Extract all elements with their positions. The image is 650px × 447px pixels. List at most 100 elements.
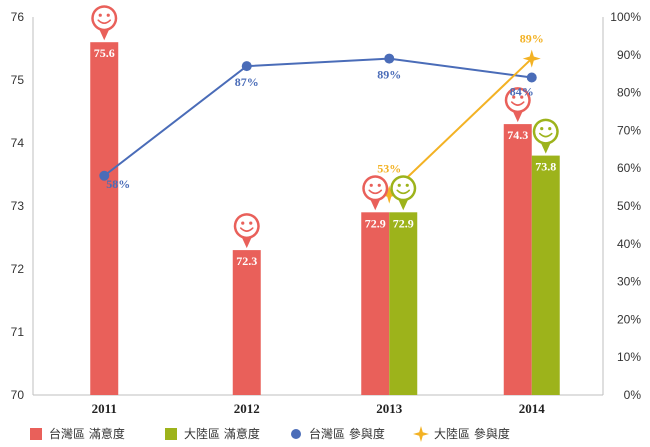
data-point (99, 170, 110, 181)
y2-tick-label: 30% (617, 275, 641, 289)
smiley-inner (535, 121, 557, 143)
smiley-icon (91, 5, 118, 41)
smiley-mouth (97, 19, 112, 24)
smiley-inner (93, 7, 115, 29)
bar (389, 212, 418, 395)
y-tick-label: 73 (11, 199, 25, 213)
data-labels: 75.6 72.3 72.9 72.9 74.3 73.8 58% 87% 89% 84% 53% 8… (91, 5, 559, 268)
smiley-mouth (368, 189, 383, 195)
smiley-pin (241, 237, 252, 249)
legend-dot-icon (291, 429, 301, 439)
bar-value-label: 72.9 (393, 216, 414, 230)
legend-star-icon (413, 426, 429, 442)
smiley-icon (532, 118, 559, 154)
bar-value-label: 72.9 (365, 216, 386, 230)
data-point (384, 53, 395, 64)
data-point (241, 61, 252, 72)
y2-tick-label: 70% (617, 123, 641, 137)
smiley-icon (504, 87, 531, 123)
smiley-pin (398, 199, 409, 211)
legend-item: 大陸區 參與度 (413, 426, 510, 442)
line-value-label: 58% (106, 177, 130, 191)
y2-tick-label: 40% (617, 237, 641, 251)
smiley-inner (236, 215, 258, 237)
data-point (526, 72, 537, 83)
y-tick-label: 71 (11, 325, 25, 339)
smiley-inner (364, 177, 386, 199)
bar-value-label: 72.3 (236, 254, 257, 268)
x-tick-label: 2011 (92, 401, 117, 416)
legend-item: 台灣區 滿意度 (30, 426, 125, 441)
smiley-eye (405, 183, 409, 187)
smiley-eye (520, 95, 524, 99)
bar-value-label: 74.3 (507, 128, 528, 142)
smiley-icon (233, 213, 260, 249)
smiley-icon (362, 175, 389, 211)
line-value-label: 84% (510, 84, 534, 98)
bar (503, 124, 532, 395)
lines (99, 49, 541, 204)
bar-value-label: 73.8 (535, 160, 556, 174)
legend-swatch (165, 428, 177, 440)
y2-tick-label: 0% (624, 388, 642, 402)
smiley-eye (540, 127, 544, 131)
line-series (388, 57, 533, 196)
y2-tick-label: 100% (610, 10, 641, 24)
legend-swatch (30, 428, 42, 440)
bar (531, 155, 560, 395)
y-tick-label: 70 (11, 388, 25, 402)
y-tick-label: 72 (11, 262, 25, 276)
bars (90, 42, 560, 395)
smiley-eye (249, 221, 253, 225)
y2-tick-label: 80% (617, 86, 641, 100)
smiley-mouth (510, 101, 525, 106)
y-tick-label: 75 (11, 73, 25, 87)
legend-label: 大陸區 滿意度 (184, 426, 260, 441)
y2-tick-label: 90% (617, 48, 641, 62)
legend-label: 台灣區 參與度 (309, 426, 385, 441)
data-point-star (380, 185, 399, 204)
smiley-inner (392, 177, 414, 199)
smiley-eye (106, 13, 110, 17)
smiley-eye (377, 183, 381, 187)
y2-tick-label: 20% (617, 312, 641, 326)
smiley-eye (548, 127, 552, 131)
y-tick-label: 76 (11, 10, 25, 24)
smiley-eye (369, 183, 373, 187)
smiley-mouth (538, 132, 553, 138)
y-tick-label: 74 (11, 136, 25, 150)
legend-item: 大陸區 滿意度 (165, 426, 260, 441)
line-value-label: 53% (377, 162, 401, 176)
smiley-eye (397, 183, 401, 187)
smiley-pin (370, 199, 381, 211)
bar (232, 250, 261, 395)
smiley-mouth (396, 189, 411, 195)
axes: 70 71 72 73 74 75 76 0% 10% 20% 30% 40% 50% 60% 70% 80%… (11, 10, 642, 416)
smiley-inner (507, 89, 529, 111)
legend-label: 大陸區 參與度 (434, 426, 510, 441)
smiley-pin (540, 142, 551, 154)
smiley-eye (241, 221, 245, 225)
legend: 台灣區 滿意度 大陸區 滿意度 台灣區 參與度 大陸區 參與度 (30, 426, 510, 442)
x-tick-label: 2012 (234, 401, 260, 416)
line-series (103, 57, 532, 177)
smiley-icon (390, 175, 417, 211)
bar (361, 212, 390, 395)
x-tick-label: 2014 (519, 401, 546, 416)
y2-tick-label: 60% (617, 161, 641, 175)
bar (90, 42, 119, 395)
smiley-pin (99, 29, 110, 41)
bar-value-label: 75.6 (94, 46, 115, 60)
x-tick-label: 2013 (376, 401, 403, 416)
smiley-mouth (239, 227, 254, 232)
y2-tick-label: 50% (617, 199, 641, 213)
legend-label: 台灣區 滿意度 (49, 426, 125, 441)
smiley-eye (98, 13, 102, 17)
smiley-pin (512, 111, 523, 123)
line-value-label: 87% (235, 75, 259, 89)
smiley-eye (512, 95, 516, 99)
data-point-star (522, 49, 541, 68)
legend-item: 台灣區 參與度 (291, 426, 385, 441)
y2-tick-label: 10% (617, 350, 641, 364)
